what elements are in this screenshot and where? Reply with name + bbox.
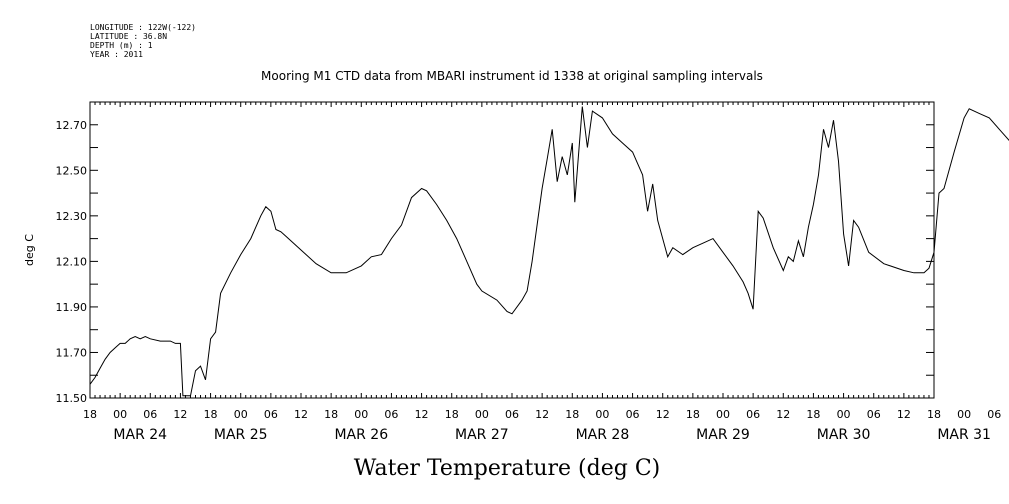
x-date-label: MAR 25 (214, 427, 268, 443)
y-tick-label: 11.90 (56, 301, 88, 314)
x-hour-label: 06 (143, 408, 157, 421)
x-hour-label: 18 (927, 408, 941, 421)
x-hour-label: 18 (324, 408, 338, 421)
y-tick-label: 12.70 (56, 119, 88, 132)
metadata-line: DEPTH (m) : 1 (90, 41, 153, 50)
metadata-line: LONGITUDE : 122W(-122) (90, 23, 196, 32)
x-hour-label: 18 (204, 408, 218, 421)
x-hour-label: 06 (987, 408, 1001, 421)
x-hour-label: 18 (806, 408, 820, 421)
x-date-label: MAR 31 (937, 427, 991, 443)
x-hour-label: 00 (354, 408, 368, 421)
y-tick-label: 11.50 (56, 392, 88, 405)
x-hour-label: 06 (384, 408, 398, 421)
x-axis-label: Water Temperature (deg C) (354, 456, 661, 481)
x-hour-label: 06 (264, 408, 278, 421)
y-tick-label: 11.70 (56, 346, 88, 359)
x-hour-label: 06 (626, 408, 640, 421)
metadata-line: YEAR : 2011 (90, 50, 143, 59)
plot-frame (89, 101, 935, 399)
chart-title: Mooring M1 CTD data from MBARI instrumen… (261, 69, 763, 83)
y-tick-label: 12.30 (56, 210, 88, 223)
x-hour-label: 00 (716, 408, 730, 421)
x-hour-tick-labels: 18 00 06 12 18 00 06 12 18 00 06 12 18 00 06 12 18 00 06 12… (83, 408, 1001, 421)
x-date-label: MAR 27 (455, 427, 509, 443)
y-axis-label: deg C (23, 234, 36, 266)
x-hour-label: 00 (595, 408, 609, 421)
x-hour-label: 18 (686, 408, 700, 421)
x-hour-label: 06 (505, 408, 519, 421)
series-line (89, 106, 1009, 397)
metadata-block: LONGITUDE : 122W(-122)LATITUDE : 36.8NDE… (90, 23, 196, 59)
x-hour-label: 18 (565, 408, 579, 421)
x-hour-label: 12 (294, 408, 308, 421)
x-date-label: MAR 29 (696, 427, 750, 443)
y-tick-label: 12.10 (56, 255, 88, 268)
x-hour-label: 12 (535, 408, 549, 421)
x-date-label: MAR 30 (817, 427, 871, 443)
x-hour-label: 18 (445, 408, 459, 421)
x-date-label: MAR 28 (576, 427, 630, 443)
x-hour-label: 12 (776, 408, 790, 421)
x-hour-label: 12 (173, 408, 187, 421)
metadata-line: LATITUDE : 36.8N (90, 32, 167, 41)
x-hour-label: 00 (837, 408, 851, 421)
x-hour-label: 00 (475, 408, 489, 421)
y-tick-label: 12.50 (56, 164, 88, 177)
x-hour-label: 12 (897, 408, 911, 421)
x-hour-label: 00 (113, 408, 127, 421)
x-hour-label: 06 (867, 408, 881, 421)
x-hour-label: 06 (746, 408, 760, 421)
x-hour-label: 18 (83, 408, 97, 421)
x-hour-label: 00 (234, 408, 248, 421)
y-tick-labels: 11.50 11.70 11.90 12.10 12.30 12.50 12.70 (56, 119, 88, 405)
x-date-label: MAR 24 (113, 427, 167, 443)
x-hour-label: 12 (656, 408, 670, 421)
x-hour-label: 12 (415, 408, 429, 421)
x-date-label: MAR 26 (334, 427, 388, 443)
x-date-labels: MAR 24 MAR 25 MAR 26 MAR 27 MAR 28 MAR 29 MAR … (113, 427, 991, 443)
axis-ticks (89, 101, 935, 399)
x-hour-label: 00 (957, 408, 971, 421)
